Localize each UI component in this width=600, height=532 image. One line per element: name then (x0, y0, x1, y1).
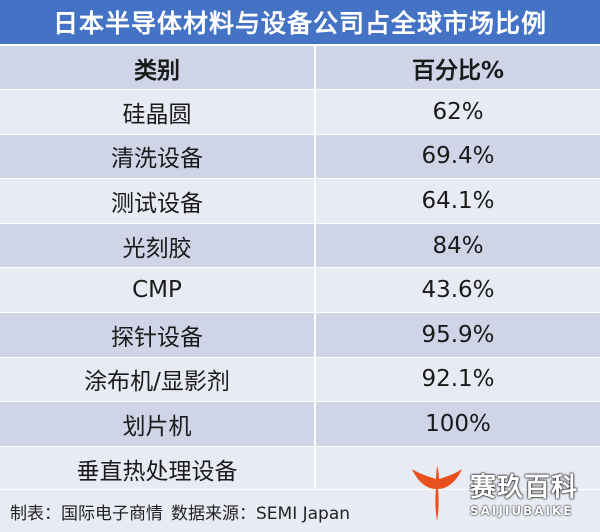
table-row: 清洗设备 69.4% (0, 134, 600, 180)
row-value: 43.6% (421, 277, 495, 304)
table-row: 测试设备 64.1% (0, 179, 600, 224)
row-value: 64.1% (421, 187, 495, 214)
table-row: 硅晶圆 62% (0, 90, 600, 135)
watermark-en: SAIJIUBAIKE (470, 503, 574, 518)
row-category: 光刻胶 (0, 223, 316, 268)
footer-maker: 制表：国际电子商情 (10, 503, 163, 524)
row-category: 垂直热处理设备 (0, 446, 316, 491)
row-category: 测试设备 (0, 179, 316, 223)
row-value: 100% (425, 410, 491, 437)
row-category: 划片机 (0, 402, 316, 446)
table-title: 日本半导体材料与设备公司占全球市场比例 (0, 0, 600, 44)
row-category: 探针设备 (0, 312, 316, 357)
table-footer: 制表：国际电子商情 数据来源：SEMI Japan (0, 489, 600, 532)
data-table: 类别 百分比% 硅晶圆 62% 清洗设备 69.4% 测试设备 64.1% 光刻… (0, 46, 600, 492)
row-value: 95.9% (421, 321, 495, 348)
watermark-cn: 赛玖百科 (470, 472, 579, 503)
row-value: 69.4% (421, 143, 495, 170)
row-category: CMP (0, 268, 316, 312)
table-row: 垂直热处理设备 (0, 446, 600, 492)
footer-source: 数据来源：SEMI Japan (171, 503, 351, 524)
whale-tail-logo-icon (408, 459, 466, 525)
row-category: 硅晶圆 (0, 90, 316, 134)
row-category: 涂布机/显影剂 (0, 357, 316, 402)
table-row: 光刻胶 84% (0, 223, 600, 269)
row-value: 62% (432, 98, 484, 125)
column-header-category: 类别 (0, 46, 316, 89)
table-row: CMP 43.6% (0, 268, 600, 313)
table-row: 涂布机/显影剂 92.1% (0, 357, 600, 403)
row-category: 清洗设备 (0, 134, 316, 179)
row-value: 84% (432, 232, 484, 259)
watermark: 赛玖百科 SAIJIUBAIKE (408, 452, 600, 532)
row-value: 92.1% (421, 366, 495, 393)
table-row: 划片机 100% (0, 402, 600, 447)
table-header-row: 类别 百分比% (0, 46, 600, 90)
column-header-percent: 百分比% (411, 57, 505, 84)
table-row: 探针设备 95.9% (0, 312, 600, 358)
